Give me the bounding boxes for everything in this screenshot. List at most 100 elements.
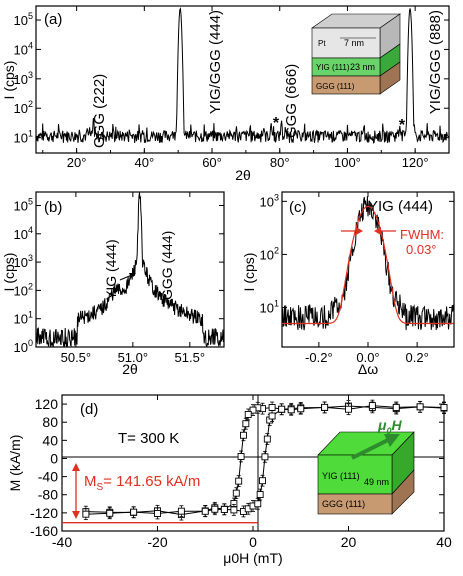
panel-b-frame (35, 191, 225, 348)
data-point (278, 405, 286, 413)
panel-c-ytick-label-exp: 3 (274, 192, 279, 202)
panel-d-xtick-label: -40 (52, 534, 72, 550)
data-point (263, 435, 271, 443)
panel-c: (c) YIG (444) I (cps) Δω -0.2° 0.0° 0.2°10… (241, 191, 455, 377)
ms-subscript: S (97, 482, 104, 493)
inset-a-yig-thickness: 23 nm (350, 62, 375, 72)
peak-label: GGG (666) (283, 64, 300, 138)
panel-d-ylabel: M (kA/m) (7, 435, 23, 492)
panel-b-ytick-label: 102 (14, 281, 33, 298)
panel-b-ytick-label: 100 (14, 338, 33, 355)
data-point (244, 410, 252, 418)
panel-a-inset-stack: Pt 7 nm YIG (111) 23 nm GGG (111) (311, 13, 401, 95)
panel-a-xtick-label: 40° (134, 155, 154, 170)
data-point (368, 402, 376, 410)
data-point (235, 477, 243, 485)
panel-a-ytick-label: 103 (14, 70, 33, 87)
panel-c-xtick-label: 0.0° (356, 350, 379, 365)
data-point (130, 508, 138, 516)
panel-b: (b) I (cps) 2θ 50.5° 51.0° 51.5°1001011021… (1, 191, 225, 377)
panel-a-frame (35, 5, 450, 154)
panel-d-xtick-label: 40 (436, 534, 452, 550)
panel-a-xtick-label: 20° (67, 155, 87, 170)
panel-c-ytick-label-exp: 2 (274, 245, 279, 255)
panel-b-ytick-label-exp: 1 (28, 310, 33, 320)
panel-a-ytick-label-exp: 2 (28, 99, 33, 109)
panel-a-curve (35, 7, 449, 144)
panel-d-ytick-label: -40 (38, 469, 58, 485)
data-point (201, 507, 209, 515)
panel-c-data-curve (281, 196, 454, 331)
peak-label: YIG/GGG (888) (427, 10, 444, 114)
panel-c-ytick-label: 103 (260, 192, 279, 209)
inset-a-yig-label: YIG (111) (316, 63, 350, 72)
loop-branch-ascending (85, 405, 445, 515)
panel-b-ylabel: I (cps) (1, 253, 17, 292)
panel-c-ytick-label: 102 (260, 245, 279, 262)
field-arrow-sub: 0 (386, 426, 391, 436)
cube-yig-thickness: 49 nm (364, 477, 389, 487)
data-point (259, 477, 266, 485)
panel-b-ytick-label-exp: 0 (28, 338, 33, 348)
fwhm-value: 0.03° (406, 242, 437, 257)
data-point (211, 505, 219, 513)
panel-b-ytick-label: 104 (14, 225, 33, 242)
inset-a-pt-label: Pt (318, 39, 326, 48)
panel-b-ytick-label-exp: 2 (28, 281, 33, 291)
panel-d-xtick-label: -20 (147, 534, 167, 550)
inset-a-pt-thickness: 7 nm (344, 38, 364, 48)
data-point (254, 500, 262, 508)
peak-label: GGG (222) (91, 74, 108, 148)
data-point (256, 491, 264, 499)
panel-a-ylabel: I (cps) (1, 61, 17, 100)
panel-b-curve (35, 192, 224, 348)
peak-star: * (399, 117, 406, 134)
loop-branch-descending (85, 405, 445, 516)
panel-a-xtick-label: 60° (202, 155, 222, 170)
panel-d-label: (d) (80, 401, 98, 418)
panel-c-ticks: -0.2° 0.0° 0.2° 101 102 103 (260, 192, 454, 365)
peak-label: YIG/GGG (444) (207, 10, 224, 114)
panel-b-arrow-head (129, 273, 136, 278)
data-point (287, 406, 295, 414)
panel-c-title: YIG (444) (368, 198, 433, 215)
panel-c-xlabel: Δω (358, 361, 378, 377)
panel-d-ytick-label: -120 (30, 505, 58, 521)
panel-b-ytick-label-exp: 4 (28, 225, 33, 235)
ms-value: = 141.65 kA/m (103, 473, 200, 490)
panel-d-ytick-label: 80 (42, 414, 58, 430)
fwhm-arrow-left-head (356, 227, 363, 235)
panel-a-xtick-label: 120° (402, 155, 429, 170)
panel-a: (a) I (cps) 2θ 20° 40° 60° 80° 100° 120° 101 10… (1, 5, 450, 183)
ms-arrow-head-bottom (72, 511, 80, 519)
cube-front-ggg (317, 493, 393, 515)
panel-a-peak-labels: GGG (222) YIG/GGG (444)* GGG (666) *YIG/GGG… (91, 10, 444, 148)
data-point (82, 510, 90, 518)
panel-d-ytick-label: 0 (50, 450, 58, 466)
hysteresis-loop (82, 399, 448, 521)
data-point (268, 404, 276, 411)
data-point (416, 403, 424, 411)
panel-a-xtick-label: 100° (334, 155, 361, 170)
panel-b-ytick-label: 103 (14, 253, 33, 270)
field-arrow (351, 438, 389, 460)
panel-a-ytick-label: 102 (14, 99, 33, 116)
inset-a-layer-ggg (311, 75, 381, 95)
ms-arrow-head-top (72, 463, 80, 471)
data-point (239, 431, 247, 439)
panel-b-xlabel: 2θ (122, 361, 138, 377)
data-point (106, 509, 114, 517)
data-point (392, 403, 400, 411)
panel-d-xtick-label: 0 (249, 534, 257, 550)
cube-yig-label: YIG (111) (322, 471, 360, 481)
data-point (232, 489, 240, 497)
ms-symbol: M (84, 473, 97, 490)
panel-a-ytick-label-exp: 3 (28, 70, 33, 80)
data-point (154, 510, 161, 517)
panel-b-ytick-label-exp: 5 (28, 197, 33, 207)
panel-a-ytick-label: 101 (14, 129, 33, 146)
panel-a-xtick-label: 80° (270, 155, 290, 170)
panel-c-xtick-label: -0.2° (305, 350, 333, 365)
